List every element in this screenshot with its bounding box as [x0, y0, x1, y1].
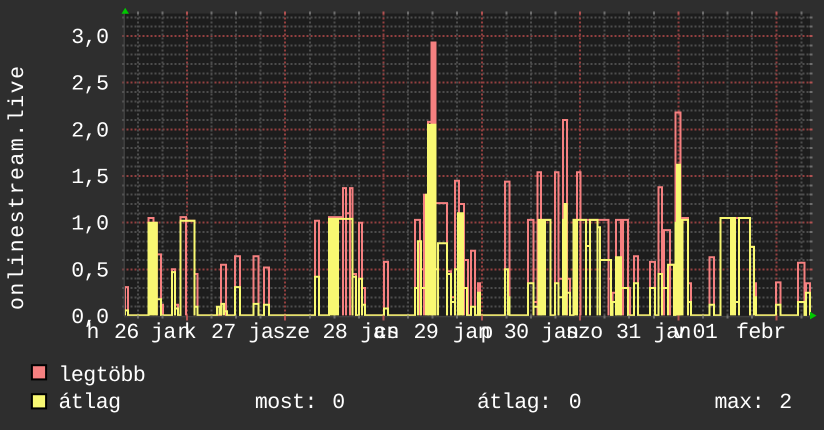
svg-text:29: 29	[414, 321, 439, 345]
svg-text:3,0: 3,0	[71, 26, 108, 50]
svg-text:30: 30	[504, 321, 529, 345]
svg-text:ja: ja	[654, 321, 679, 345]
svg-text:2,0: 2,0	[71, 119, 108, 143]
svg-text:szo: szo	[566, 321, 603, 345]
svg-text:sze: sze	[273, 321, 310, 345]
svg-text:31: 31	[616, 321, 641, 345]
svg-text:1,0: 1,0	[71, 213, 108, 237]
svg-text:2: 2	[779, 391, 791, 415]
svg-text:most:: most:	[255, 391, 317, 415]
svg-text:febr: febr	[736, 321, 786, 345]
svg-text:1,5: 1,5	[71, 166, 108, 190]
svg-text:jan: jan	[541, 321, 578, 345]
svg-text:0,0: 0,0	[71, 306, 108, 330]
svg-text:n: n	[387, 321, 399, 345]
svg-text:max:: max:	[715, 391, 765, 415]
svg-text:ja: ja	[151, 321, 176, 345]
svg-text:h: h	[87, 321, 99, 345]
svg-text:n: n	[679, 321, 691, 345]
svg-text:0,5: 0,5	[71, 259, 108, 283]
svg-text:legtöbb: legtöbb	[59, 364, 146, 388]
svg-text:n: n	[178, 321, 190, 345]
svg-text:átlag:: átlag:	[477, 391, 551, 415]
svg-text:onlinestream.live: onlinestream.live	[6, 66, 30, 310]
svg-text:26: 26	[114, 321, 139, 345]
svg-text:0: 0	[332, 391, 344, 415]
svg-text:átlag: átlag	[59, 391, 121, 415]
svg-text:ja: ja	[361, 321, 386, 345]
svg-text:v: v	[673, 321, 686, 345]
svg-text:p: p	[481, 321, 493, 345]
svg-text:01: 01	[693, 321, 718, 345]
svg-text:cs: cs	[374, 321, 399, 345]
svg-text:2,5: 2,5	[71, 73, 108, 97]
svg-text:jan: jan	[453, 321, 490, 345]
svg-text:k: k	[184, 321, 196, 345]
svg-text:ja: ja	[249, 321, 274, 345]
svg-text:0: 0	[569, 391, 581, 415]
svg-text:27: 27	[211, 321, 236, 345]
svg-text:28: 28	[323, 321, 348, 345]
